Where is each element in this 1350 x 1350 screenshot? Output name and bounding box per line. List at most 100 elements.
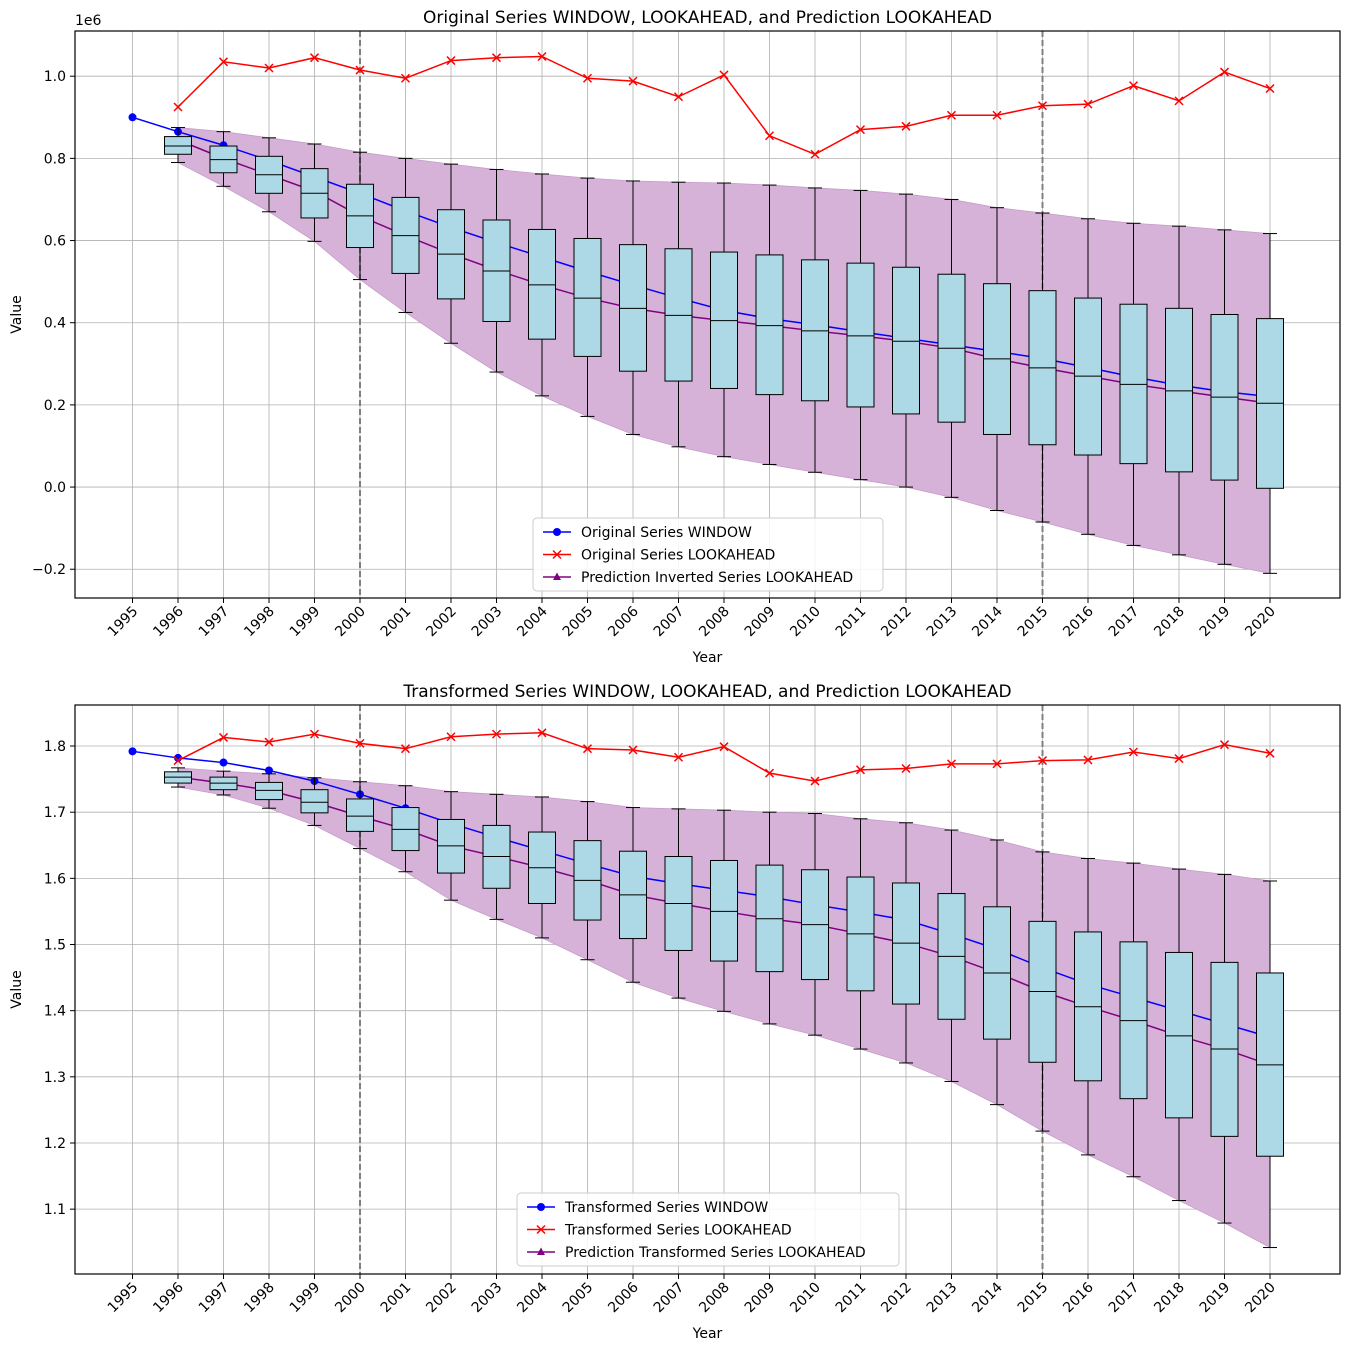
legend-marker-lookahead xyxy=(536,1224,546,1235)
lookahead-point xyxy=(992,759,1002,769)
box-2020 xyxy=(1256,880,1284,1249)
y-tick-label: 1.0 xyxy=(44,69,66,85)
legend-frame xyxy=(532,517,884,592)
box-2004 xyxy=(528,796,556,939)
chart-title: Transformed Series WINDOW, LOOKAHEAD, an… xyxy=(402,682,1011,702)
box-body xyxy=(710,859,738,962)
lookahead-point xyxy=(173,756,183,766)
legend-frame xyxy=(516,1192,900,1267)
y-tick-label: 1.1 xyxy=(44,1202,66,1218)
lookahead-point xyxy=(582,744,593,754)
lookahead-point xyxy=(1174,754,1184,764)
legend-label-prediction: Prediction Inverted Series LOOKAHEAD xyxy=(581,570,853,586)
lookahead-point xyxy=(1219,67,1230,77)
lookahead-point xyxy=(537,728,547,738)
box-1997 xyxy=(209,131,238,187)
lookahead-point xyxy=(946,759,957,769)
y-tick-label: 0.6 xyxy=(44,234,66,250)
lookahead-point xyxy=(1128,747,1139,757)
box-2014 xyxy=(983,839,1011,1106)
legend-label-lookahead: Original Series LOOKAHEAD xyxy=(581,548,775,564)
box-2009 xyxy=(755,811,784,1025)
window-point xyxy=(128,113,137,122)
lookahead-point xyxy=(491,53,502,63)
box-2020 xyxy=(1256,233,1284,574)
chart-title: Original Series WINDOW, LOOKAHEAD, and P… xyxy=(423,8,992,28)
y-offset-label: 1e6 xyxy=(75,13,102,29)
lookahead-point xyxy=(1219,740,1230,750)
box-1998 xyxy=(255,137,283,213)
legend-marker-prediction xyxy=(537,1247,545,1255)
box-2017 xyxy=(1119,222,1148,546)
box-2008 xyxy=(710,809,738,1012)
lookahead-point xyxy=(855,765,866,775)
y-tick-label: 1.2 xyxy=(44,1136,66,1152)
lookahead-point xyxy=(1083,755,1093,765)
window-point xyxy=(265,766,273,775)
lookahead-point xyxy=(446,56,456,66)
box-1996 xyxy=(164,767,192,788)
lookahead-point xyxy=(582,73,593,83)
box-body xyxy=(255,781,283,801)
y-axis-label: Value xyxy=(9,970,25,1008)
box-body xyxy=(346,798,374,832)
box-body xyxy=(528,228,556,340)
box-1997 xyxy=(209,770,238,796)
box-body xyxy=(300,789,329,814)
lookahead-point xyxy=(810,776,820,786)
box-2016 xyxy=(1074,857,1102,1156)
axes-frame xyxy=(74,30,1341,599)
lookahead-point xyxy=(309,729,320,739)
lookahead-point xyxy=(901,763,911,774)
box-body xyxy=(164,136,192,155)
box-2013 xyxy=(937,829,966,1082)
lookahead-point xyxy=(309,53,320,63)
box-2000 xyxy=(346,151,374,281)
box-2014 xyxy=(983,207,1011,511)
lookahead-point xyxy=(355,65,365,75)
lookahead-point xyxy=(264,63,274,73)
box-body xyxy=(892,266,920,415)
x-axis-label: Year xyxy=(692,1326,723,1342)
box-2000 xyxy=(346,781,374,850)
window-point xyxy=(128,747,137,756)
y-tick-label: 1.8 xyxy=(44,739,66,755)
lookahead-point xyxy=(946,110,957,120)
box-body xyxy=(755,254,784,396)
lookahead-point xyxy=(400,73,411,83)
lookahead-point xyxy=(673,92,684,102)
legend-marker-window xyxy=(553,528,561,536)
legend-marker-window xyxy=(537,1203,545,1211)
lookahead-point xyxy=(1083,99,1093,109)
box-2006 xyxy=(619,180,647,435)
y-tick-label: −0.2 xyxy=(32,562,66,578)
box-body xyxy=(1165,951,1193,1119)
box-2004 xyxy=(528,173,556,397)
box-body xyxy=(1165,307,1193,473)
box-2006 xyxy=(619,807,647,983)
y-tick-label: 0.0 xyxy=(44,480,66,496)
y-tick-label: 1.7 xyxy=(44,805,66,821)
y-tick-label: 1.5 xyxy=(44,938,66,954)
x-axis-label: Year xyxy=(692,650,723,666)
y-tick-label: 1.3 xyxy=(44,1070,66,1086)
y-tick-label: 0.4 xyxy=(44,316,66,332)
lookahead-point xyxy=(1174,96,1184,106)
lookahead-point xyxy=(628,745,638,755)
lookahead-point xyxy=(901,121,911,131)
lookahead-point xyxy=(218,732,229,742)
box-2015 xyxy=(1028,851,1057,1132)
box-2018 xyxy=(1165,868,1193,1202)
box-body xyxy=(846,262,875,408)
box-2009 xyxy=(755,184,784,465)
box-2007 xyxy=(664,181,693,448)
box-2002 xyxy=(437,163,465,344)
box-2007 xyxy=(664,808,693,999)
lookahead-point xyxy=(1037,756,1048,766)
box-2005 xyxy=(573,801,602,961)
box-2018 xyxy=(1165,225,1193,556)
box-2019 xyxy=(1210,873,1239,1224)
box-2010 xyxy=(801,813,829,1036)
